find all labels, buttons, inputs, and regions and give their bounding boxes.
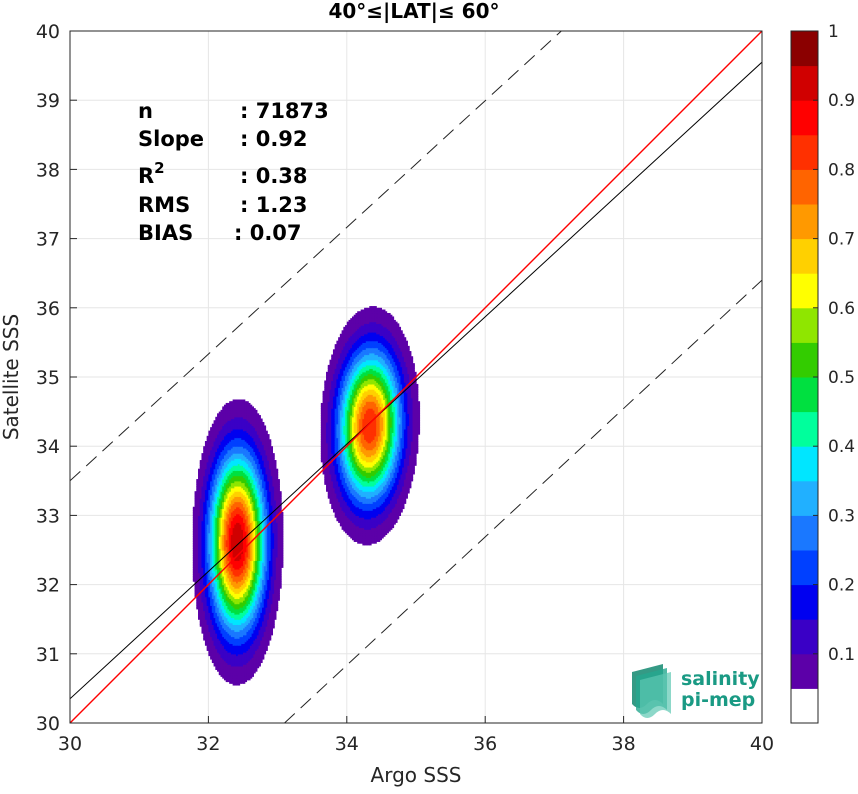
chart-root: 303234363840 3031323334353637383940 40°≤… (0, 0, 858, 790)
density-scatter-chart: 303234363840 3031323334353637383940 40°≤… (0, 0, 858, 790)
